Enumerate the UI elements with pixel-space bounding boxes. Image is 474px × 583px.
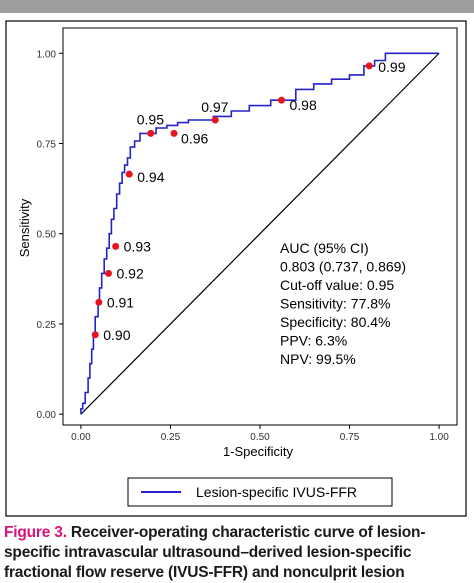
cutoff-point [211,116,219,124]
cutoff-label: 0.94 [137,169,164,185]
annotation-line: Specificity: 80.4% [280,314,391,330]
cutoff-label: 0.96 [181,130,208,146]
caption-lead: Figure 3. [4,524,67,541]
y-tick-label: 0.75 [37,139,57,150]
figure-caption: Figure 3. Receiver-operating characteris… [4,523,472,583]
cutoff-points: 0.90 0.91 0.92 0.93 0.94 0.95 0.96 0.97 0.98 0.99 [91,59,406,343]
roc-chart: 0.00 0.25 0.50 0.75 1.00 0.00 0.25 0.50 0.75 1.0… [5,20,467,517]
cutoff-point [125,170,133,178]
annotation-line: Cut-off value: 0.95 [280,277,394,293]
annotation-line: 0.803 (0.737, 0.869) [280,259,406,275]
cutoff-point [104,269,112,277]
y-tick-label: 0.50 [37,230,57,241]
annotation-line: NPV: 99.5% [280,351,356,367]
cutoff-label: 0.91 [107,294,134,310]
cutoff-label: 0.98 [289,97,316,113]
x-tick-label: 0.25 [161,432,181,443]
x-axis-ticks: 0.00 0.25 0.50 0.75 1.00 [71,425,449,443]
cutoff-label: 0.90 [103,327,130,343]
cutoff-point [170,129,178,137]
y-tick-label: 0.25 [37,320,57,331]
legend: Lesion-specific IVUS-FFR [127,477,393,507]
cutoff-point [91,331,99,339]
x-tick-label: 0.00 [71,432,91,443]
x-axis-label: 1-Specificity [223,444,294,459]
x-tick-label: 1.00 [429,432,449,443]
y-axis-ticks: 0.00 0.25 0.50 0.75 1.00 [37,49,63,421]
stats-annotation: AUC (95% CI) 0.803 (0.737, 0.869) Cut-off … [280,240,406,367]
legend-label: Lesion-specific IVUS-FFR [196,484,357,500]
x-tick-label: 0.50 [250,432,270,443]
cutoff-point [112,242,120,250]
y-axis-label: Sensitivity [17,198,32,257]
figure-frame [5,20,467,517]
cutoff-point [95,298,103,306]
annotation-line: PPV: 6.3% [280,333,347,349]
cutoff-label: 0.95 [137,111,164,127]
top-border-bar [0,0,474,13]
reference-line [80,52,440,415]
plot-panel [62,27,458,426]
caption-text: Receiver-operating characteristic curve … [4,524,426,581]
cutoff-point [147,129,155,137]
x-tick-label: 0.75 [340,432,360,443]
annotation-line: AUC (95% CI) [280,240,369,256]
cutoff-label: 0.97 [201,99,228,115]
cutoff-label: 0.93 [124,238,151,254]
y-tick-label: 0.00 [37,410,57,421]
cutoff-label: 0.99 [378,59,405,75]
annotation-line: Sensitivity: 77.8% [280,296,391,312]
cutoff-point [365,62,373,70]
cutoff-point [277,96,285,104]
cutoff-label: 0.92 [116,265,143,281]
reference-diagonal [80,52,440,415]
y-tick-label: 1.00 [37,49,57,60]
